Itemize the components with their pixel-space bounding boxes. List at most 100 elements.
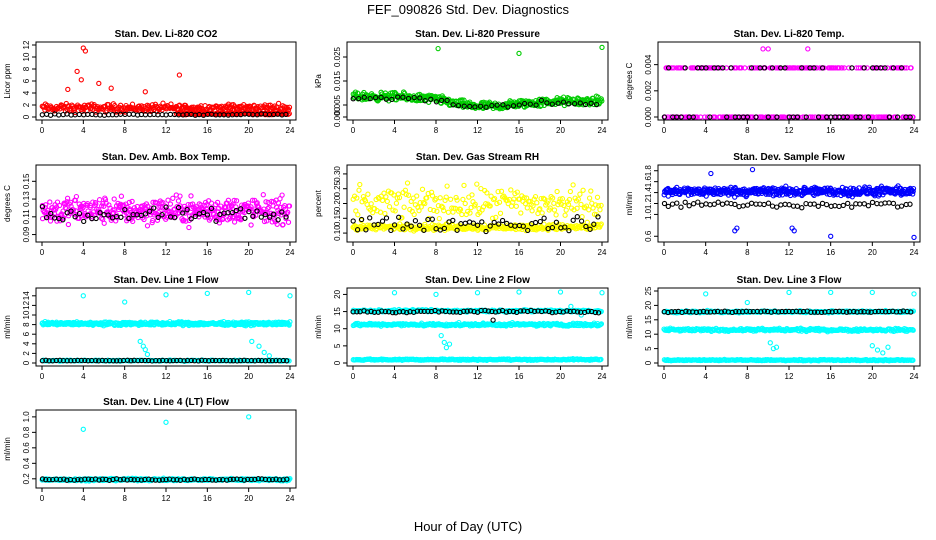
data-point xyxy=(233,198,240,204)
data-point xyxy=(441,225,448,232)
data-point xyxy=(266,353,272,359)
data-point xyxy=(599,98,605,104)
data-point xyxy=(483,228,489,235)
data-point xyxy=(368,201,374,207)
data-point xyxy=(183,218,189,224)
data-point xyxy=(701,65,707,71)
data-point xyxy=(460,196,466,203)
data-point xyxy=(799,205,805,211)
data-point xyxy=(141,216,147,223)
data-point xyxy=(163,292,169,298)
data-point xyxy=(111,196,117,202)
data-point xyxy=(356,95,362,102)
data-point xyxy=(392,208,398,214)
panel-title: Stan. Dev. Sample Flow xyxy=(733,152,845,163)
data-point xyxy=(890,65,897,71)
data-point xyxy=(599,290,605,296)
data-point xyxy=(72,214,78,220)
data-point xyxy=(229,209,235,216)
data-point xyxy=(532,219,539,226)
data-point xyxy=(39,112,45,118)
x-tick-label: 20 xyxy=(556,126,565,135)
data-point xyxy=(401,204,407,210)
data-point xyxy=(910,308,917,314)
data-point xyxy=(105,212,111,218)
data-point xyxy=(564,308,570,314)
y-tick-label: 8 xyxy=(22,66,31,71)
data-point xyxy=(368,308,374,315)
data-point xyxy=(497,210,504,216)
data-point xyxy=(431,207,437,214)
data-point xyxy=(477,103,484,109)
data-point xyxy=(907,114,913,120)
data-point xyxy=(877,191,883,197)
data-point xyxy=(553,219,560,225)
data-point xyxy=(578,312,584,318)
data-point xyxy=(399,215,405,221)
data-point xyxy=(491,195,498,202)
data-point xyxy=(130,218,136,225)
data-point xyxy=(400,94,406,100)
data-point xyxy=(391,290,398,296)
data-point xyxy=(204,290,210,297)
x-tick-label: 16 xyxy=(203,372,212,381)
data-point xyxy=(493,214,499,221)
data-point xyxy=(118,193,125,199)
data-point xyxy=(172,214,178,221)
x-tick-label: 8 xyxy=(434,248,439,257)
x-tick-label: 12 xyxy=(785,126,794,135)
data-point xyxy=(78,357,85,364)
x-tick-label: 4 xyxy=(703,126,708,135)
data-point xyxy=(202,357,208,364)
data-point xyxy=(97,112,103,118)
data-point xyxy=(472,201,478,207)
data-point xyxy=(567,188,574,195)
data-point xyxy=(204,212,211,218)
data-point xyxy=(682,199,688,205)
data-point xyxy=(195,358,202,364)
data-point xyxy=(78,77,84,83)
x-tick-label: 24 xyxy=(286,248,295,257)
data-point xyxy=(184,207,190,213)
data-point xyxy=(593,101,600,108)
data-point xyxy=(421,227,427,233)
data-point xyxy=(142,108,149,114)
data-point xyxy=(205,214,211,221)
data-point xyxy=(598,321,605,327)
data-point xyxy=(840,202,846,209)
data-point xyxy=(599,44,605,51)
data-point xyxy=(261,218,268,225)
data-point xyxy=(794,203,801,209)
data-point xyxy=(560,99,567,105)
y-tick-label: 0.25 xyxy=(333,180,342,196)
data-point xyxy=(155,214,161,221)
data-point xyxy=(839,65,845,71)
panel-3: Stan. Dev. Li-820 Temp.0 4 8 12 16 20 240.0000… xyxy=(625,29,921,135)
data-point xyxy=(167,358,173,364)
data-point xyxy=(254,208,260,214)
y-axis-label: degrees C xyxy=(625,62,634,99)
data-point xyxy=(566,196,573,203)
data-point xyxy=(404,221,410,227)
data-point xyxy=(181,358,187,364)
data-point xyxy=(267,214,273,220)
data-point xyxy=(250,213,256,219)
data-point xyxy=(577,191,583,197)
data-point xyxy=(357,181,363,188)
data-point xyxy=(558,201,564,207)
y-tick-label: 10 xyxy=(333,324,342,333)
y-tick-label: 15 xyxy=(333,307,342,316)
data-point xyxy=(898,65,905,71)
data-point xyxy=(416,222,423,228)
data-point xyxy=(360,193,367,200)
data-point xyxy=(537,218,543,225)
data-point xyxy=(444,97,450,104)
data-point xyxy=(200,209,207,216)
data-point xyxy=(151,205,157,211)
data-point xyxy=(142,89,148,95)
data-point xyxy=(441,207,447,214)
data-point xyxy=(489,308,495,315)
data-point xyxy=(803,114,809,120)
data-point xyxy=(275,217,281,223)
